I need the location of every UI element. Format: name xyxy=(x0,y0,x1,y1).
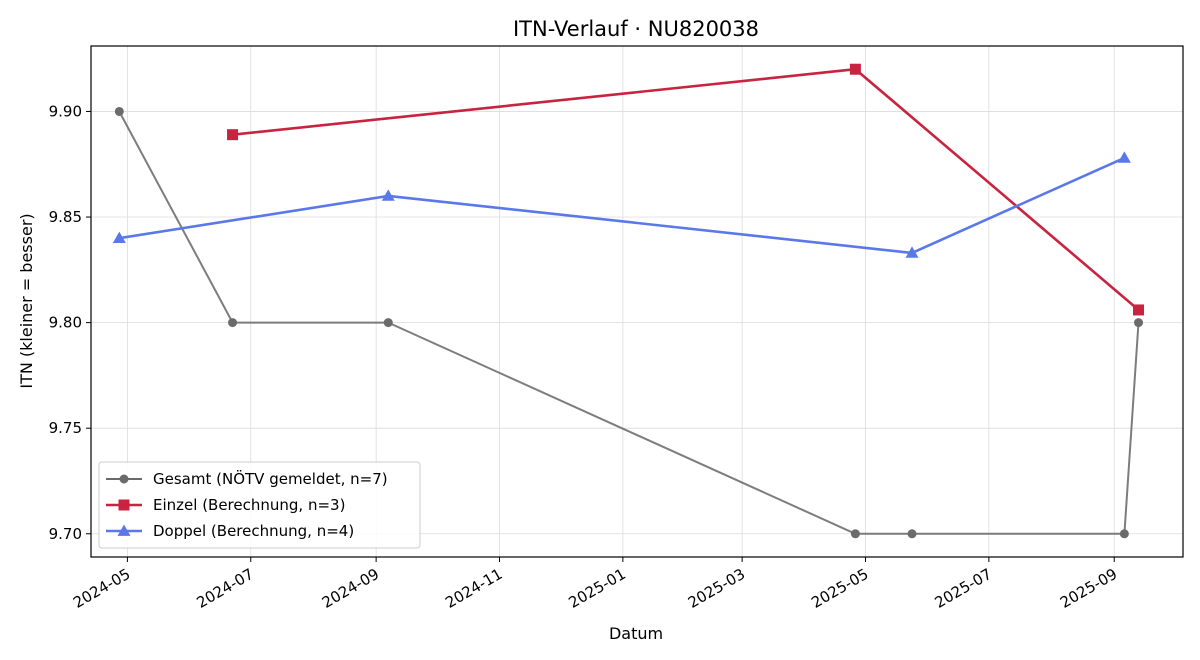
data-point xyxy=(228,318,238,328)
y-tick-label: 9.85 xyxy=(49,208,82,226)
legend: Gesamt (NÖTV gemeldet, n=7) Einzel (Berec… xyxy=(98,461,421,549)
legend-entry: Einzel (Berechnung, n=3) xyxy=(106,496,345,514)
series-layer xyxy=(112,63,1145,539)
data-point xyxy=(905,246,919,258)
data-point xyxy=(114,106,124,116)
x-axis-label: Datum xyxy=(609,624,663,643)
legend-label: Doppel (Berechnung, n=4) xyxy=(153,522,354,540)
x-tick-label: 2025-01 xyxy=(566,565,629,612)
chart-title: ITN-Verlauf · NU820038 xyxy=(513,17,759,41)
series-line xyxy=(119,156,1125,255)
legend-box xyxy=(98,461,421,549)
legend-entry: Gesamt (NÖTV gemeldet, n=7) xyxy=(106,469,388,488)
data-point xyxy=(381,189,395,201)
y-axis-label: ITN (kleiner = besser) xyxy=(17,213,36,388)
x-tick-label: 2024-11 xyxy=(442,565,505,612)
y-tick-label: 9.70 xyxy=(49,525,82,543)
data-point xyxy=(1134,318,1144,328)
x-tick-label: 2025-05 xyxy=(808,565,871,612)
legend-label: Einzel (Berechnung, n=3) xyxy=(153,496,345,514)
data-point xyxy=(907,529,917,539)
series-square xyxy=(227,63,1145,316)
data-point xyxy=(850,529,860,539)
legend-marker xyxy=(118,499,130,511)
data-point xyxy=(1119,529,1129,539)
x-tick-label: 2024-09 xyxy=(319,565,382,612)
x-tick-label: 2025-09 xyxy=(1057,565,1120,612)
data-point xyxy=(1133,304,1145,316)
series-triangle xyxy=(112,151,1131,258)
y-tick-label: 9.75 xyxy=(49,419,82,437)
y-tick-label: 9.80 xyxy=(49,314,82,332)
data-point xyxy=(112,231,126,244)
data-point xyxy=(383,318,393,328)
series-line xyxy=(232,67,1140,311)
x-tick-label: 2024-05 xyxy=(70,565,133,612)
legend-label: Gesamt (NÖTV gemeldet, n=7) xyxy=(153,469,388,488)
y-tick-label: 9.90 xyxy=(49,102,82,120)
data-point xyxy=(849,63,861,75)
plot-frame xyxy=(90,45,1184,558)
data-point xyxy=(1117,151,1131,163)
legend-marker xyxy=(119,474,129,484)
x-tick-label: 2025-03 xyxy=(685,565,748,612)
legend-marker xyxy=(117,524,131,536)
data-point xyxy=(227,129,239,141)
x-tick-label: 2024-07 xyxy=(193,565,256,612)
series-circle xyxy=(114,106,1144,539)
x-tick-label: 2025-07 xyxy=(932,565,995,612)
legend-entry: Doppel (Berechnung, n=4) xyxy=(106,522,354,540)
